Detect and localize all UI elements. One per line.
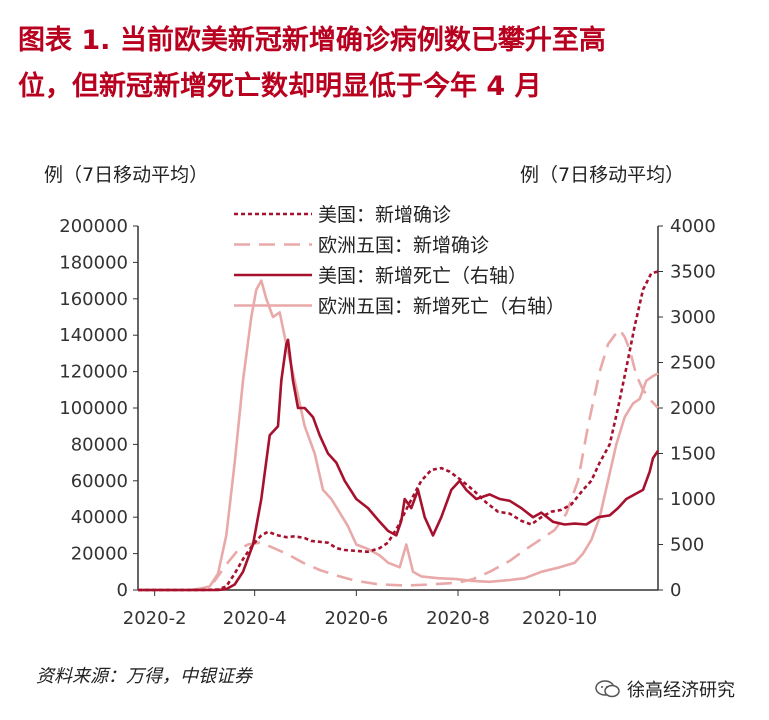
legend-label-3: 欧洲五国：新增死亡（右轴） xyxy=(318,296,565,318)
legend-label-2: 美国：新增死亡（右轴） xyxy=(318,265,527,287)
right-axis-tick-label: 500 xyxy=(670,535,704,556)
x-axis-tick-label: 2020-6 xyxy=(324,608,388,629)
left-axis-tick-label: 60000 xyxy=(71,471,128,492)
wechat-icon xyxy=(595,680,620,698)
chart-title: 图表 1. 当前欧美新冠新增确诊病例数已攀升至高 位，但新冠新增死亡数却明显低于… xyxy=(18,18,758,110)
left-axis-tick-label: 20000 xyxy=(71,544,128,565)
left-axis-tick-label: 140000 xyxy=(59,325,128,346)
left-axis-tick-label: 200000 xyxy=(59,216,128,237)
x-axis-tick-label: 2020-8 xyxy=(426,608,490,629)
right-axis-tick-label: 1500 xyxy=(670,444,716,465)
left-axis-tick-label: 120000 xyxy=(59,362,128,383)
left-axis-tick-label: 40000 xyxy=(71,507,128,528)
watermark: 徐高经济研究 xyxy=(595,676,735,702)
right-axis-tick-label: 0 xyxy=(670,580,681,601)
series-line-0 xyxy=(138,270,659,592)
watermark-text: 徐高经济研究 xyxy=(627,680,735,701)
left-axis-tick-label: 100000 xyxy=(59,398,128,419)
left-axis-label: 例（7日移动平均） xyxy=(44,164,209,186)
right-axis-tick-label: 4000 xyxy=(670,216,716,237)
right-axis-tick-label: 2500 xyxy=(670,353,716,374)
chart-title-line2: 位，但新冠新增死亡数却明显低于今年 4 月 xyxy=(18,71,542,102)
right-axis-tick-label: 3000 xyxy=(670,307,716,328)
right-axis-tick-label: 2000 xyxy=(670,398,716,419)
chart-title-line1: 图表 1. 当前欧美新冠新增确诊病例数已攀升至高 xyxy=(18,25,606,56)
right-axis-tick-label: 1000 xyxy=(670,489,716,510)
right-axis-label: 例（7日移动平均） xyxy=(520,164,685,186)
source-note: 资料来源：万得，中银证券 xyxy=(36,666,252,687)
left-axis-tick-label: 80000 xyxy=(71,434,128,455)
x-axis-tick-label: 2020-10 xyxy=(522,608,597,629)
legend-label-0: 美国：新增确诊 xyxy=(318,204,451,226)
left-axis-tick-label: 180000 xyxy=(59,252,128,273)
legend-label-1: 欧洲五国：新增确诊 xyxy=(318,235,489,257)
series-line-2 xyxy=(138,338,660,592)
x-axis-tick-label: 2020-2 xyxy=(123,608,187,629)
series-line-1 xyxy=(138,328,659,592)
chart-axes: 0200004000060000800001000001200001400001… xyxy=(59,216,716,629)
series-line-3 xyxy=(138,279,659,592)
left-axis-tick-label: 0 xyxy=(117,580,128,601)
right-axis-tick-label: 3500 xyxy=(670,262,716,283)
chart-series xyxy=(138,270,660,592)
x-axis-tick-label: 2020-4 xyxy=(223,608,287,629)
left-axis-tick-label: 160000 xyxy=(59,289,128,310)
line-chart: 0200004000060000800001000001200001400001… xyxy=(59,204,716,629)
